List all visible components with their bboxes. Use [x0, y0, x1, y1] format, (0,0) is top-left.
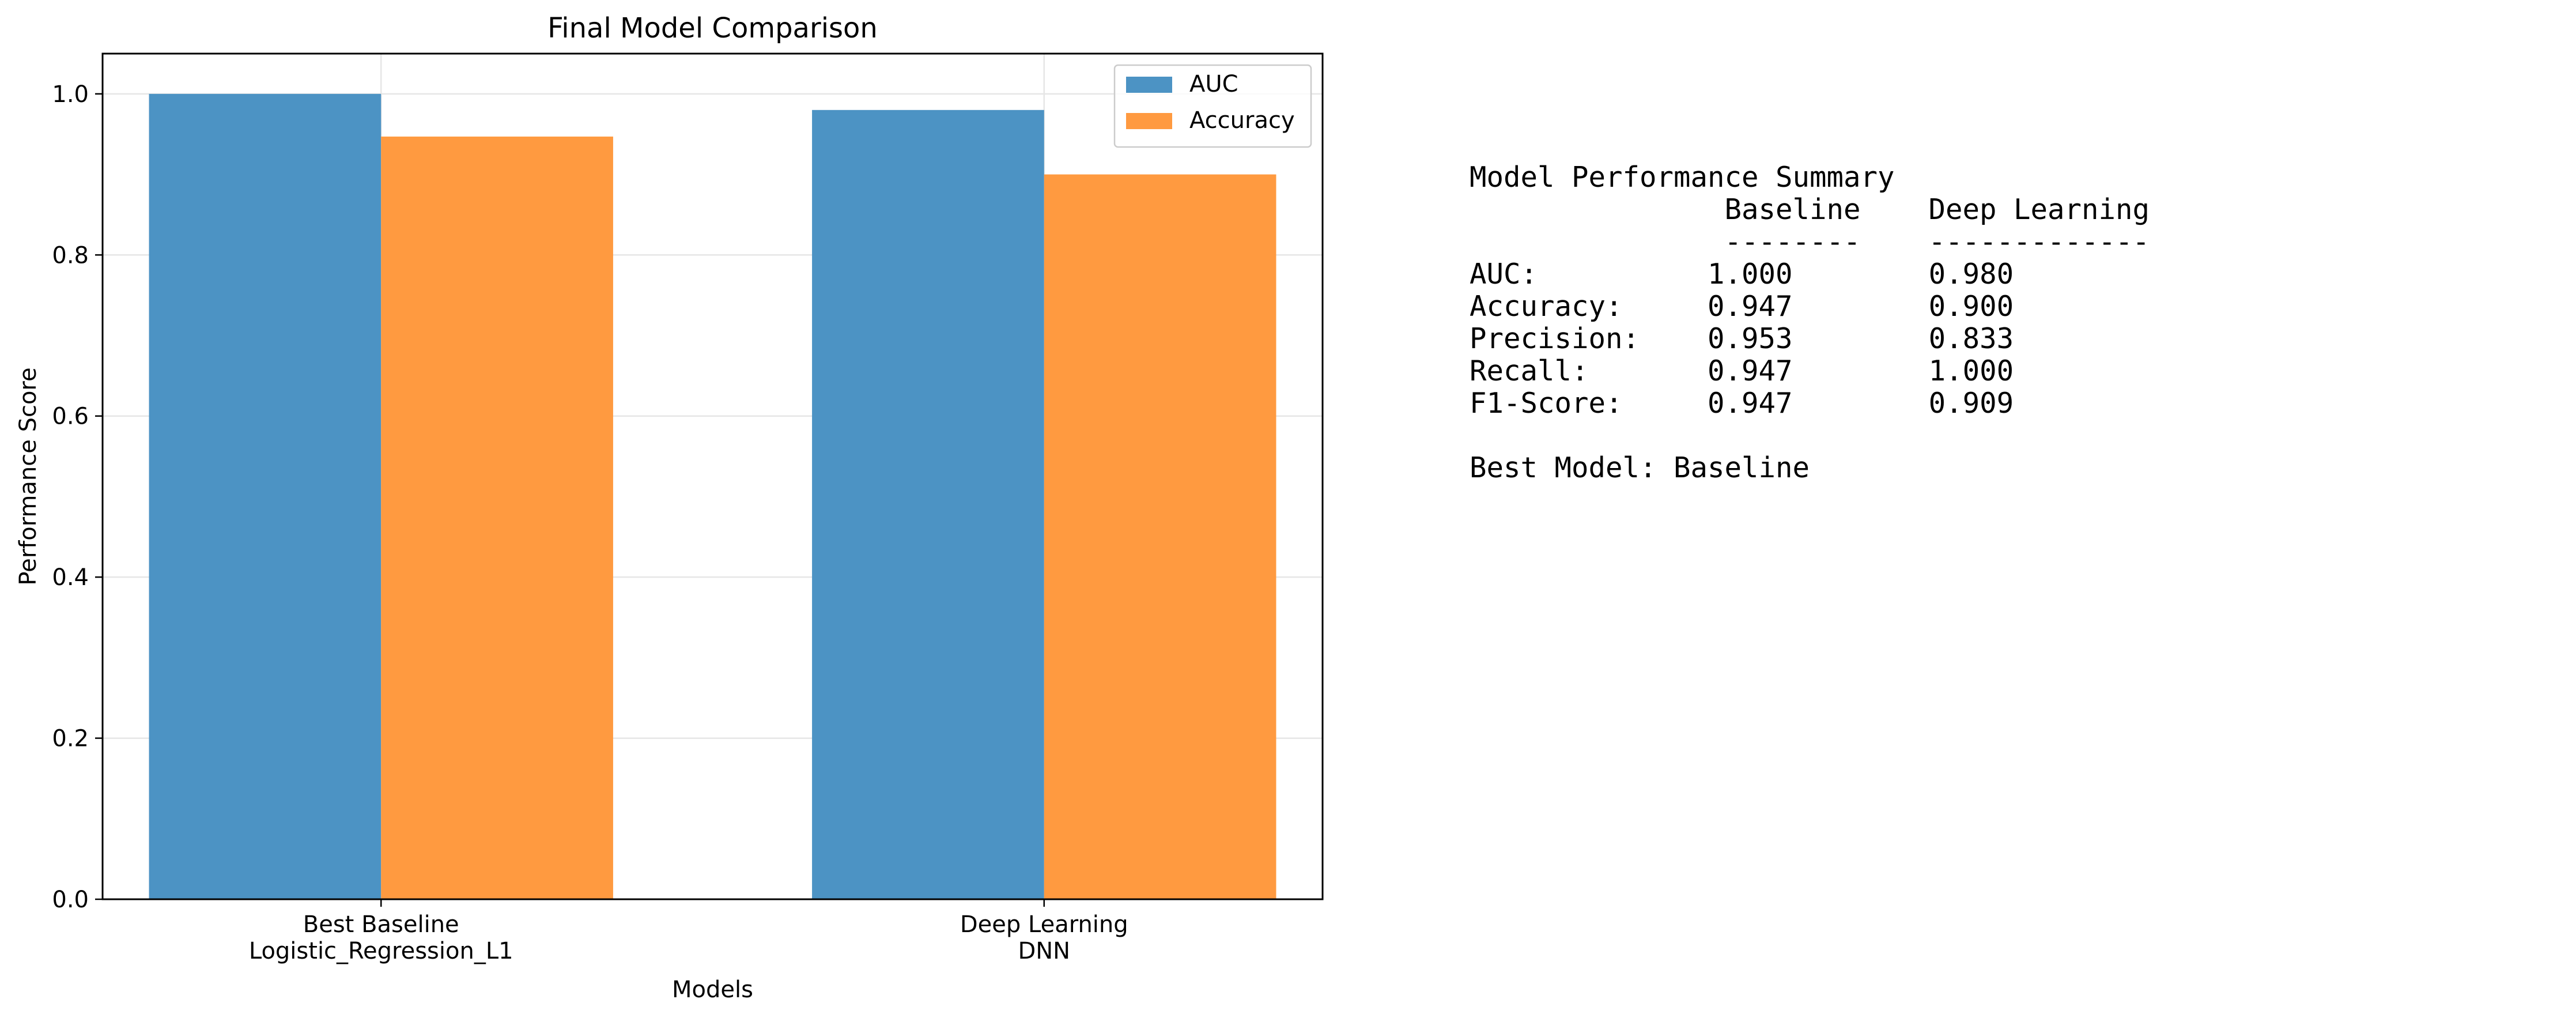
x-tick-label-0: Best Baseline Logistic_Regression_L1	[249, 911, 513, 964]
summary-row-accuracy-baseline: 0.947	[1708, 290, 1793, 323]
legend-label-accuracy: Accuracy	[1189, 107, 1295, 134]
summary-col-header-deep-learning: Deep Learning	[1928, 193, 2150, 226]
summary-row-recall-dl: 1.000	[1928, 355, 2014, 387]
summary-row-accuracy-dl: 0.900	[1928, 290, 2014, 323]
y-tick-label-3: 0.6	[52, 404, 89, 430]
legend-swatch-accuracy	[1126, 113, 1172, 129]
summary-best-model: Best Model: Baseline	[1470, 451, 1810, 484]
summary-row-auc-label: AUC:	[1470, 258, 1538, 291]
bars	[149, 93, 1276, 900]
performance-summary: Model Performance Summary Baseline Deep …	[1470, 161, 2150, 484]
legend: AUC Accuracy	[1113, 64, 1312, 148]
plot-frame	[101, 52, 1324, 900]
x-axis-label: Models	[672, 976, 753, 1003]
summary-row-auc-baseline: 1.000	[1708, 258, 1793, 291]
summary-row-precision-dl: 0.833	[1928, 322, 2014, 355]
summary-row-f1-dl: 0.909	[1928, 387, 2014, 420]
summary-row-precision-label: Precision:	[1470, 322, 1640, 355]
summary-col-header-baseline: Baseline	[1724, 193, 1861, 226]
legend-label-auc: AUC	[1189, 71, 1238, 97]
x-tick-label-1: Deep Learning DNN	[960, 911, 1128, 964]
bar-accuracy-0	[381, 136, 613, 899]
y-tick-label-2: 0.4	[52, 564, 89, 591]
y-tick-label-4: 0.8	[52, 242, 89, 269]
chart-title: Final Model Comparison	[547, 12, 878, 44]
y-axis-label: Performance Score	[15, 367, 41, 585]
summary-row-accuracy-label: Accuracy:	[1470, 290, 1623, 323]
summary-row-f1-label: F1-Score:	[1470, 387, 1623, 420]
y-tick-label-5: 1.0	[52, 81, 89, 108]
axis-ticks: 0.0 0.2 0.4 0.6 0.8 1.0 Best Baseline Logistic_…	[52, 81, 1128, 964]
y-tick-label-1: 0.2	[52, 726, 89, 752]
bar-auc-0	[149, 93, 382, 899]
summary-row-recall-baseline: 0.947	[1708, 355, 1793, 387]
legend-swatch-auc	[1126, 77, 1172, 93]
summary-row-precision-baseline: 0.953	[1708, 322, 1793, 355]
y-tick-label-0: 0.0	[52, 887, 89, 913]
summary-row-recall-label: Recall:	[1470, 355, 1589, 387]
summary-col-rule-baseline: --------	[1724, 225, 1861, 258]
summary-row-f1-baseline: 0.947	[1708, 387, 1793, 420]
summary-title: Model Performance Summary	[1470, 161, 1895, 194]
bar-auc-1	[812, 110, 1044, 899]
summary-col-rule-deep-learning: -------------	[1928, 225, 2150, 258]
bar-accuracy-1	[1044, 174, 1276, 900]
summary-row-auc-dl: 0.980	[1928, 258, 2014, 291]
